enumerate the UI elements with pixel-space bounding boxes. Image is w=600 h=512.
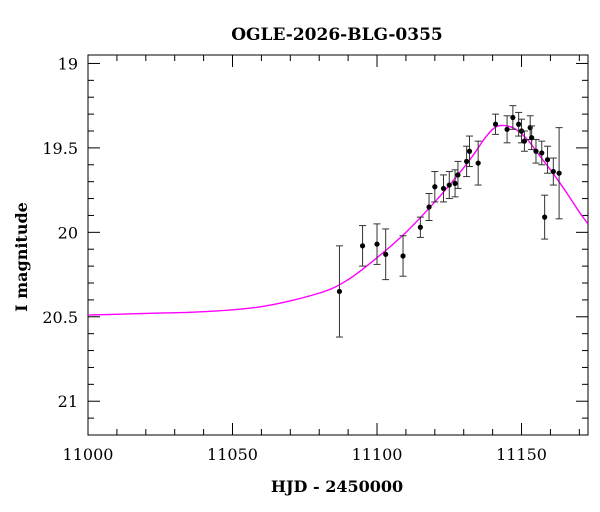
- data-point: [374, 241, 380, 247]
- data-point: [544, 157, 551, 163]
- plot-area: 11000 11050 11100 11150 19 19.5 20 20.5 21: [42, 54, 589, 464]
- data-point: [556, 170, 562, 176]
- y-tick-label: 19: [58, 54, 78, 73]
- data-point: [539, 150, 545, 156]
- data-point: [426, 204, 432, 210]
- data-point: [440, 185, 447, 192]
- data-point: [516, 121, 522, 127]
- data-point: [446, 182, 452, 188]
- x-tick-label: 11100: [352, 445, 403, 464]
- plot-frame: [87, 54, 589, 436]
- y-tick-label: 20: [58, 223, 78, 242]
- data-point: [521, 138, 528, 144]
- data-point: [542, 214, 548, 220]
- data-point: [336, 288, 343, 295]
- data-point: [550, 168, 556, 175]
- data-point: [400, 253, 406, 259]
- data-point: [475, 160, 481, 166]
- data-point: [510, 114, 516, 121]
- data-point: [504, 126, 510, 132]
- chart-title: OGLE-2026-BLG-0355: [231, 25, 443, 45]
- y-tick-label: 20.5: [42, 308, 78, 327]
- x-axis-label: HJD - 2450000: [271, 477, 403, 496]
- x-tick-label: 11000: [63, 445, 114, 464]
- data-point: [417, 224, 423, 230]
- data-point: [492, 121, 499, 127]
- x-tick-label: 11150: [496, 445, 547, 464]
- data-point: [455, 172, 461, 178]
- data-point: [432, 184, 438, 190]
- data-point: [466, 148, 473, 154]
- data-point: [452, 180, 458, 186]
- data-point: [533, 148, 539, 154]
- y-tick-label: 19.5: [42, 139, 78, 158]
- x-tick-label: 11050: [207, 445, 258, 464]
- y-axis-label: I magnitude: [12, 202, 31, 312]
- model-curve: [88, 124, 588, 316]
- y-tick-label: 21: [58, 392, 78, 411]
- data-point: [359, 243, 366, 249]
- data-point: [464, 158, 470, 164]
- data-point: [383, 251, 389, 257]
